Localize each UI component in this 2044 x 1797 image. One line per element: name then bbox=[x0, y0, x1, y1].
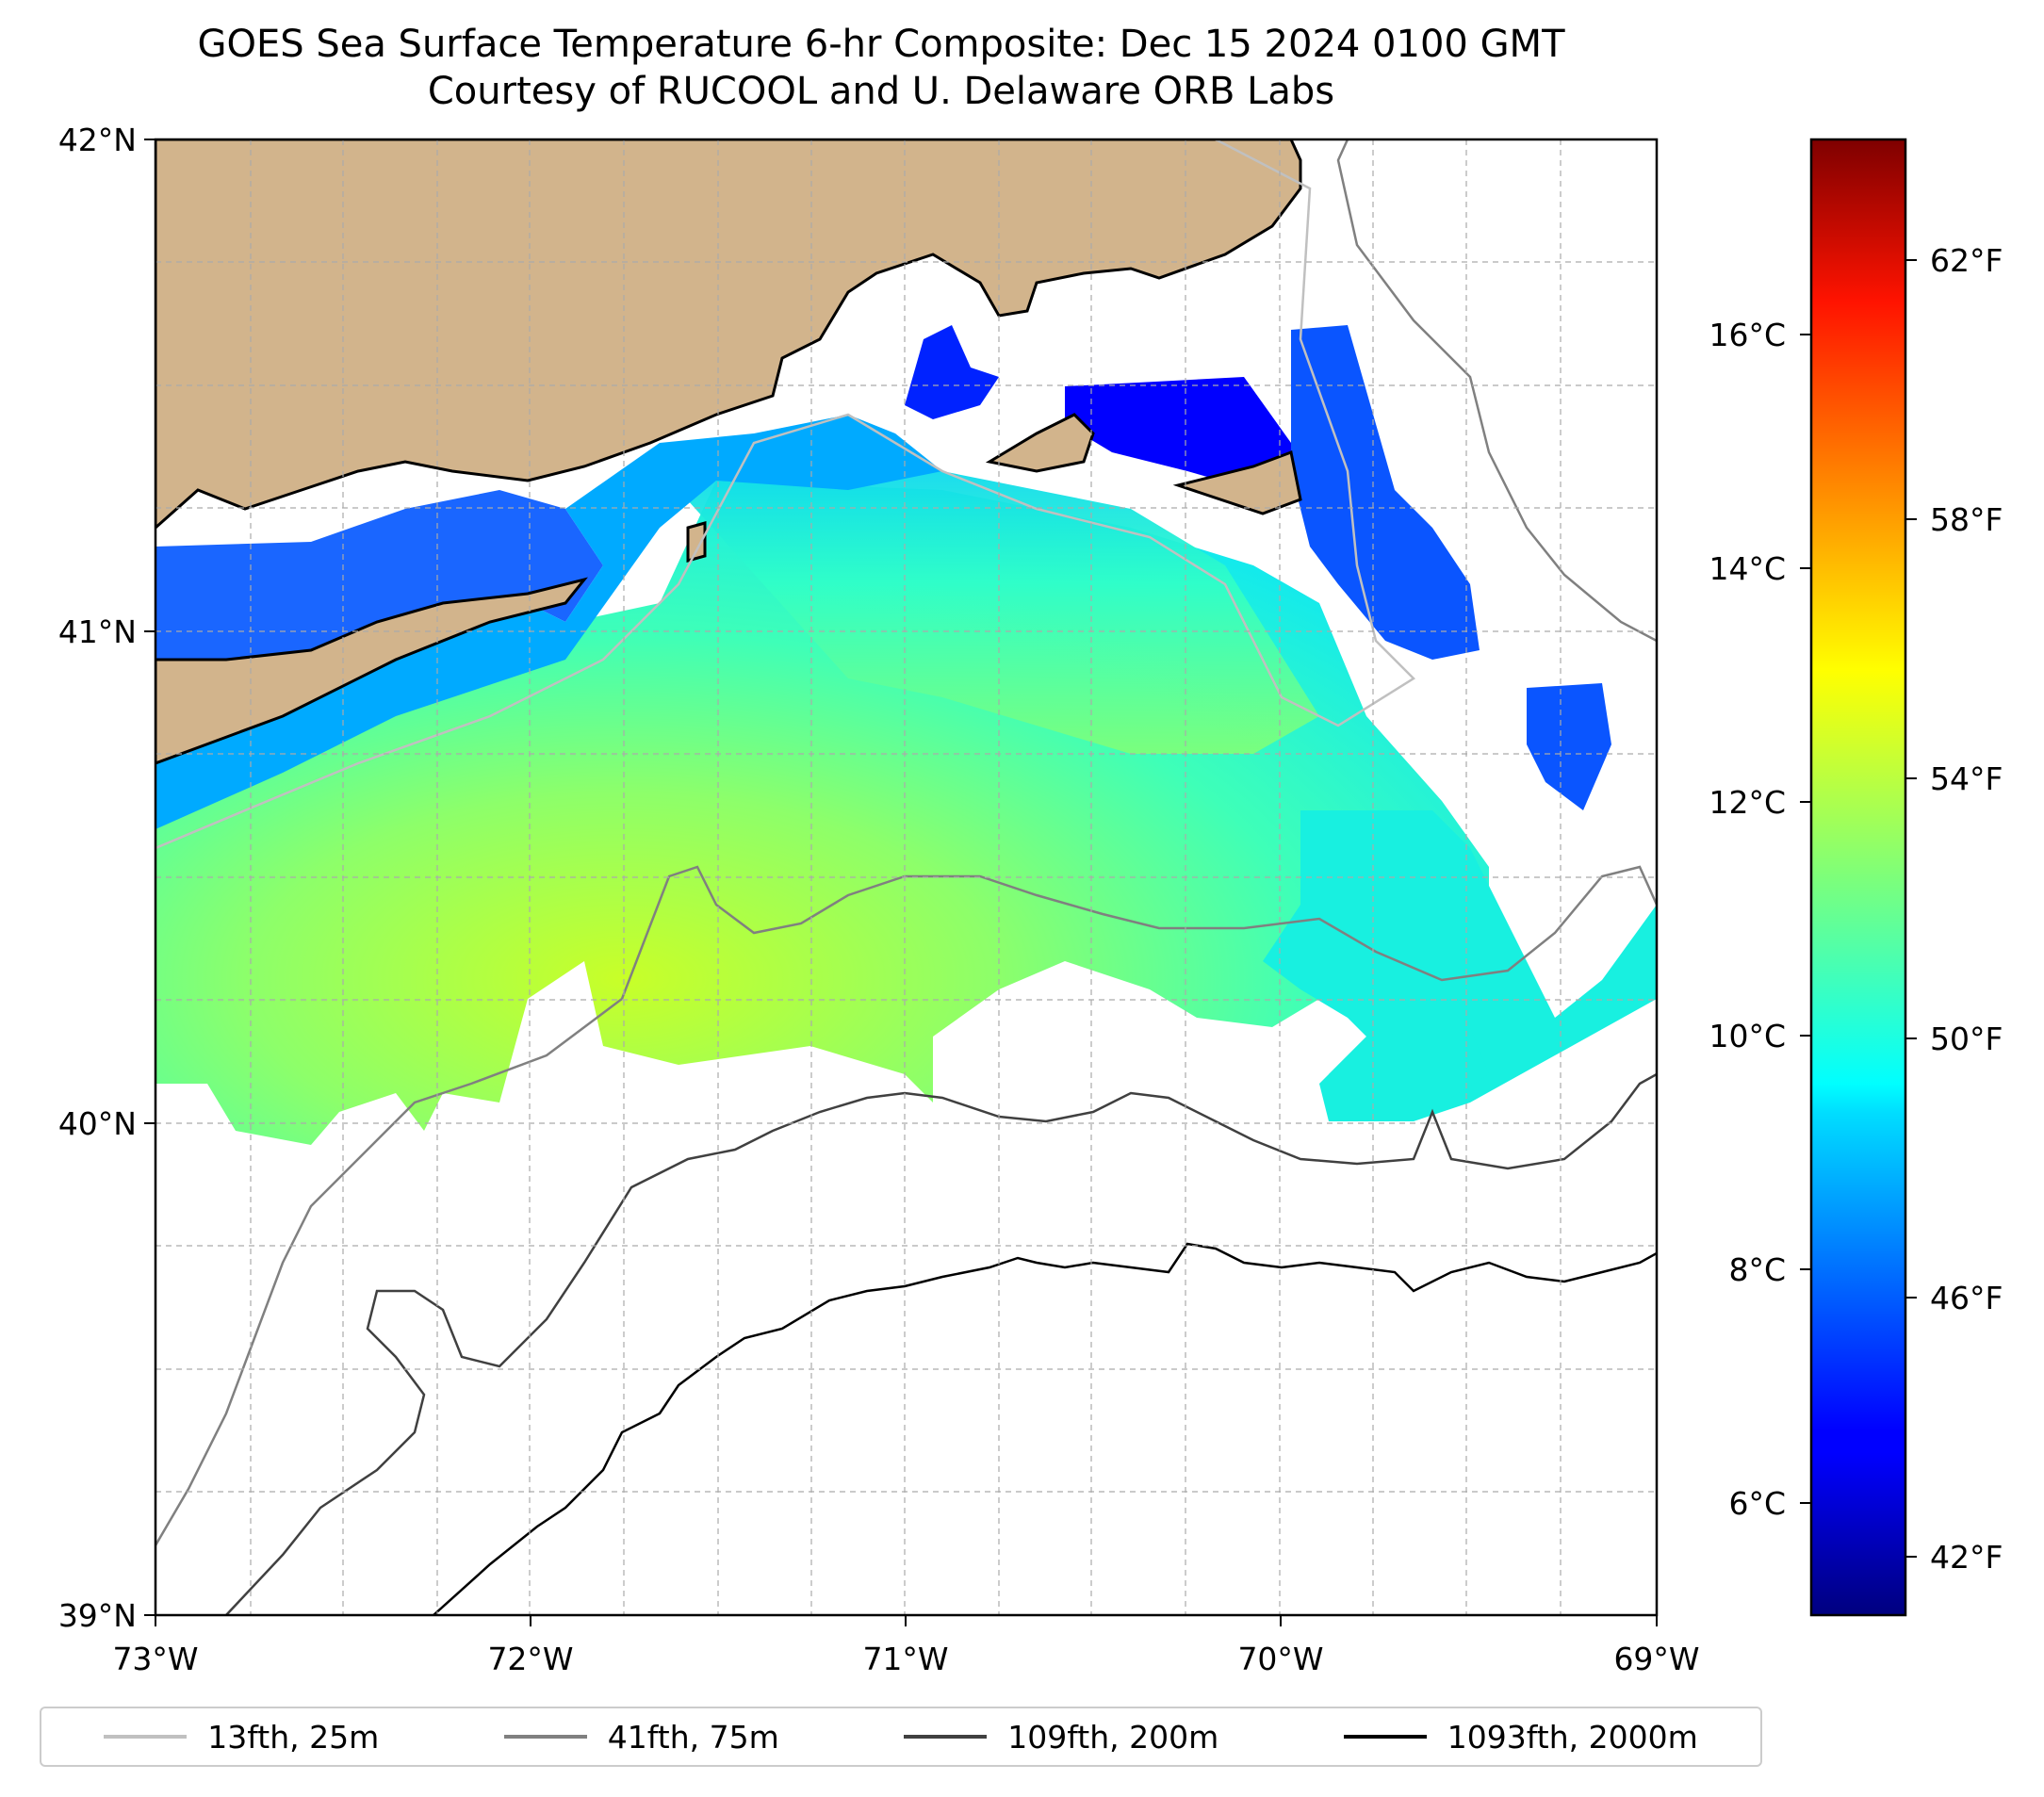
gridlines bbox=[155, 139, 1657, 1615]
x-tick-label: 71°W bbox=[862, 1641, 948, 1677]
colorbar-celsius-ticks bbox=[1800, 334, 1811, 1504]
colorbar-celsius-label: 6°C bbox=[1728, 1485, 1786, 1522]
legend-entry: 1093fth, 2000m bbox=[1343, 1718, 1698, 1756]
legend-swatch bbox=[104, 1735, 188, 1739]
sst-cyan-southeast bbox=[1319, 1027, 1489, 1121]
x-tick-label: 70°W bbox=[1237, 1641, 1323, 1677]
colorbar-fahrenheit-label: 42°F bbox=[1930, 1539, 2003, 1576]
sst-cold-band-li bbox=[155, 490, 603, 664]
colorbar-fahrenheit-ticks bbox=[1905, 259, 1917, 1558]
x-tick-label: 69°W bbox=[1613, 1641, 1699, 1677]
colorbar-fahrenheit-label: 46°F bbox=[1930, 1280, 2003, 1316]
land-long-island bbox=[155, 577, 588, 765]
y-tick-label: 42°N bbox=[58, 122, 137, 158]
x-tick-label: 72°W bbox=[487, 1641, 573, 1677]
colorbar-celsius-label: 16°C bbox=[1709, 317, 1786, 353]
chart-title-block: GOES Sea Surface Temperature 6-hr Compos… bbox=[0, 21, 1762, 115]
chart-subtitle: Courtesy of RUCOOL and U. Delaware ORB L… bbox=[427, 70, 1335, 113]
colorbar-fahrenheit-label: 62°F bbox=[1930, 242, 2003, 279]
colorbar-celsius-label: 12°C bbox=[1709, 784, 1786, 821]
sst-cold-band-nantucket bbox=[1065, 377, 1319, 490]
isobath-2000m bbox=[433, 1242, 1657, 1615]
land-new-england bbox=[155, 139, 1302, 531]
sst-cold-band-east bbox=[1291, 325, 1480, 660]
legend-label: 41fth, 75m bbox=[607, 1718, 779, 1756]
y-tick-label: 41°N bbox=[58, 613, 137, 650]
sst-cold-band-buzzards bbox=[905, 325, 999, 419]
colorbar bbox=[1809, 138, 1907, 1617]
colorbar-fahrenheit-label: 58°F bbox=[1930, 501, 2003, 538]
colorbar-celsius-label: 14°C bbox=[1709, 550, 1786, 587]
legend-label: 109fth, 200m bbox=[1007, 1718, 1219, 1756]
land-block-island bbox=[686, 521, 707, 563]
chart-title: GOES Sea Surface Temperature 6-hr Compos… bbox=[197, 23, 1565, 66]
sst-cyan-fringe bbox=[155, 415, 942, 829]
legend-entry: 13fth, 25m bbox=[104, 1719, 379, 1756]
isobath-75m bbox=[155, 139, 1657, 1546]
legend-label: 1093fth, 2000m bbox=[1447, 1718, 1698, 1756]
sst-north-field bbox=[679, 415, 1319, 754]
y-tick-label: 39°N bbox=[58, 1597, 137, 1634]
legend-label: 13fth, 25m bbox=[207, 1718, 380, 1756]
y-axis bbox=[144, 139, 155, 1616]
colorbar-fahrenheit-label: 54°F bbox=[1930, 760, 2003, 797]
x-axis bbox=[155, 1615, 1658, 1626]
legend-entry: 109fth, 200m bbox=[904, 1719, 1218, 1756]
colorbar-celsius-label: 10°C bbox=[1709, 1018, 1786, 1054]
colorbar-celsius-label: 8°C bbox=[1728, 1251, 1786, 1288]
colorbar-fahrenheit-label: 50°F bbox=[1930, 1021, 2003, 1057]
map-content bbox=[155, 139, 1657, 1615]
legend-swatch bbox=[503, 1735, 587, 1739]
legend-swatch bbox=[1343, 1735, 1427, 1739]
x-tick-label: 73°W bbox=[112, 1641, 198, 1677]
y-tick-label: 40°N bbox=[58, 1105, 137, 1142]
land-nantucket bbox=[1172, 449, 1302, 515]
isobath-legend: 13fth, 25m 41fth, 75m 109fth, 200m 1093f… bbox=[40, 1707, 1762, 1767]
legend-entry: 41fth, 75m bbox=[503, 1718, 779, 1756]
isobath-25m bbox=[155, 139, 1415, 850]
legend-swatch bbox=[904, 1735, 988, 1739]
land-marthas-vineyard bbox=[985, 413, 1095, 473]
isobath-200m bbox=[225, 1072, 1657, 1615]
sst-cold-shoals bbox=[1527, 683, 1611, 810]
